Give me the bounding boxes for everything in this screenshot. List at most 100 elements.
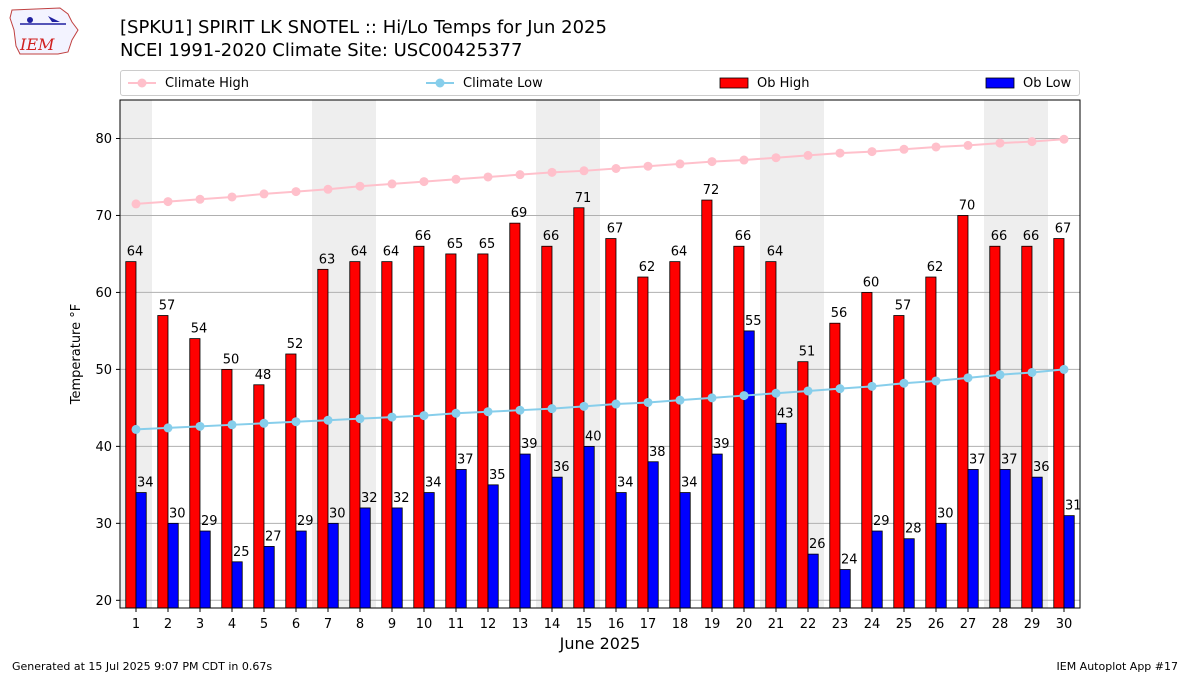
ob-low-bar xyxy=(839,569,851,609)
y-tick-label: 20 xyxy=(95,594,112,609)
ob-high-bar xyxy=(1053,238,1065,609)
legend-item-ob-low: Ob Low xyxy=(985,71,1071,95)
climate-low-point xyxy=(643,397,653,407)
x-tick-label: 14 xyxy=(544,617,561,632)
ob-high-bar xyxy=(733,245,745,609)
climate-high-point xyxy=(579,166,589,176)
ob-high-bar xyxy=(445,253,457,609)
climate-high-point xyxy=(1059,134,1069,144)
x-tick-label: 17 xyxy=(640,617,657,632)
climate-low-point xyxy=(803,386,813,396)
climate-high-point xyxy=(515,170,525,180)
ob-low-label: 38 xyxy=(649,445,666,460)
ob-high-bar xyxy=(413,245,425,609)
x-tick-label: 21 xyxy=(768,617,785,632)
ob-low-label: 37 xyxy=(457,452,474,467)
ob-low-bar xyxy=(679,492,691,609)
legend-label: Ob High xyxy=(757,75,810,91)
ob-high-bar xyxy=(189,338,201,609)
y-tick-label: 50 xyxy=(95,363,112,378)
ob-low-bar xyxy=(487,484,499,609)
ob-high-bar xyxy=(125,261,137,609)
ob-low-label: 39 xyxy=(713,437,730,452)
y-tick-label: 70 xyxy=(95,209,112,224)
legend-label: Ob Low xyxy=(1023,75,1072,91)
climate-high-point xyxy=(387,179,397,189)
ob-high-label: 54 xyxy=(191,322,208,337)
climate-high-point xyxy=(739,155,749,165)
climate-low-point xyxy=(579,401,589,411)
x-tick-label: 12 xyxy=(480,617,497,632)
ob-high-bar xyxy=(221,368,233,609)
chart-title: [SPKU1] SPIRIT LK SNOTEL :: Hi/Lo Temps … xyxy=(120,17,607,38)
ob-high-label: 64 xyxy=(351,245,368,260)
ob-high-label: 48 xyxy=(255,368,272,383)
ob-low-label: 26 xyxy=(809,537,826,552)
ob-low-bar xyxy=(167,522,179,609)
climate-high-point xyxy=(195,194,205,204)
legend-line-marker-icon xyxy=(426,78,454,88)
climate-low-point xyxy=(195,421,205,431)
climate-low-point xyxy=(259,418,269,428)
ob-high-label: 69 xyxy=(511,206,528,221)
ob-low-label: 27 xyxy=(265,529,282,544)
x-tick-label: 25 xyxy=(896,617,913,632)
x-axis-label: June 2025 xyxy=(559,634,641,653)
ob-low-label: 29 xyxy=(873,514,890,529)
ob-low-label: 39 xyxy=(521,437,538,452)
ob-high-label: 70 xyxy=(959,198,976,213)
climate-high-line xyxy=(135,138,1065,205)
x-tick-label: 24 xyxy=(864,617,881,632)
ob-low-bar xyxy=(903,538,915,609)
ob-high-bar xyxy=(669,261,681,609)
generated-note: Generated at 15 Jul 2025 9:07 PM CDT in … xyxy=(12,660,273,673)
climate-low-point xyxy=(867,381,877,391)
ob-low-label: 37 xyxy=(969,452,986,467)
ob-low-bar xyxy=(583,445,595,609)
ob-low-label: 30 xyxy=(937,506,954,521)
climate-high-point xyxy=(899,144,909,154)
x-tick-label: 13 xyxy=(512,617,529,632)
ob-high-label: 64 xyxy=(383,245,400,260)
ob-low-bar xyxy=(615,492,627,609)
ob-low-label: 40 xyxy=(585,429,602,444)
x-tick-label: 6 xyxy=(292,617,300,632)
x-tick-label: 5 xyxy=(260,617,268,632)
ob-high-bar xyxy=(637,276,649,609)
ob-high-bar xyxy=(701,199,713,609)
x-tick-label: 30 xyxy=(1056,617,1073,632)
climate-high-point xyxy=(451,174,461,184)
ob-high-label: 64 xyxy=(671,245,688,260)
ob-high-bar xyxy=(925,276,937,609)
ob-high-label: 65 xyxy=(479,237,496,252)
climate-low-point xyxy=(131,424,141,434)
ob-high-label: 66 xyxy=(735,229,752,244)
ob-high-label: 66 xyxy=(1023,229,1040,244)
climate-low-point xyxy=(1059,364,1069,374)
ob-low-label: 29 xyxy=(297,514,314,529)
ob-high-label: 64 xyxy=(767,245,784,260)
ob-low-label: 34 xyxy=(617,476,634,491)
x-tick-label: 7 xyxy=(324,617,332,632)
x-tick-label: 29 xyxy=(1024,617,1041,632)
ob-low-bar xyxy=(871,530,883,609)
x-tick-label: 16 xyxy=(608,617,625,632)
climate-low-point xyxy=(963,373,973,383)
climate-high-point xyxy=(963,140,973,150)
ob-low-bar xyxy=(263,546,275,609)
climate-high-point xyxy=(931,142,941,152)
x-tick-label: 2 xyxy=(164,617,172,632)
ob-high-bar xyxy=(797,361,809,609)
ob-high-bar xyxy=(829,322,841,609)
y-axis-label: Temperature °F xyxy=(69,304,84,405)
ob-low-label: 55 xyxy=(745,314,762,329)
ob-high-bar xyxy=(541,245,553,609)
legend: Climate High Climate Low Ob High Ob Low xyxy=(120,70,1080,96)
ob-low-label: 36 xyxy=(553,460,570,475)
ob-high-bar xyxy=(157,315,169,609)
climate-high-point xyxy=(227,192,237,202)
ob-low-bar xyxy=(711,453,723,609)
ob-high-label: 60 xyxy=(863,275,880,290)
iem-logo: IEM xyxy=(8,6,80,58)
